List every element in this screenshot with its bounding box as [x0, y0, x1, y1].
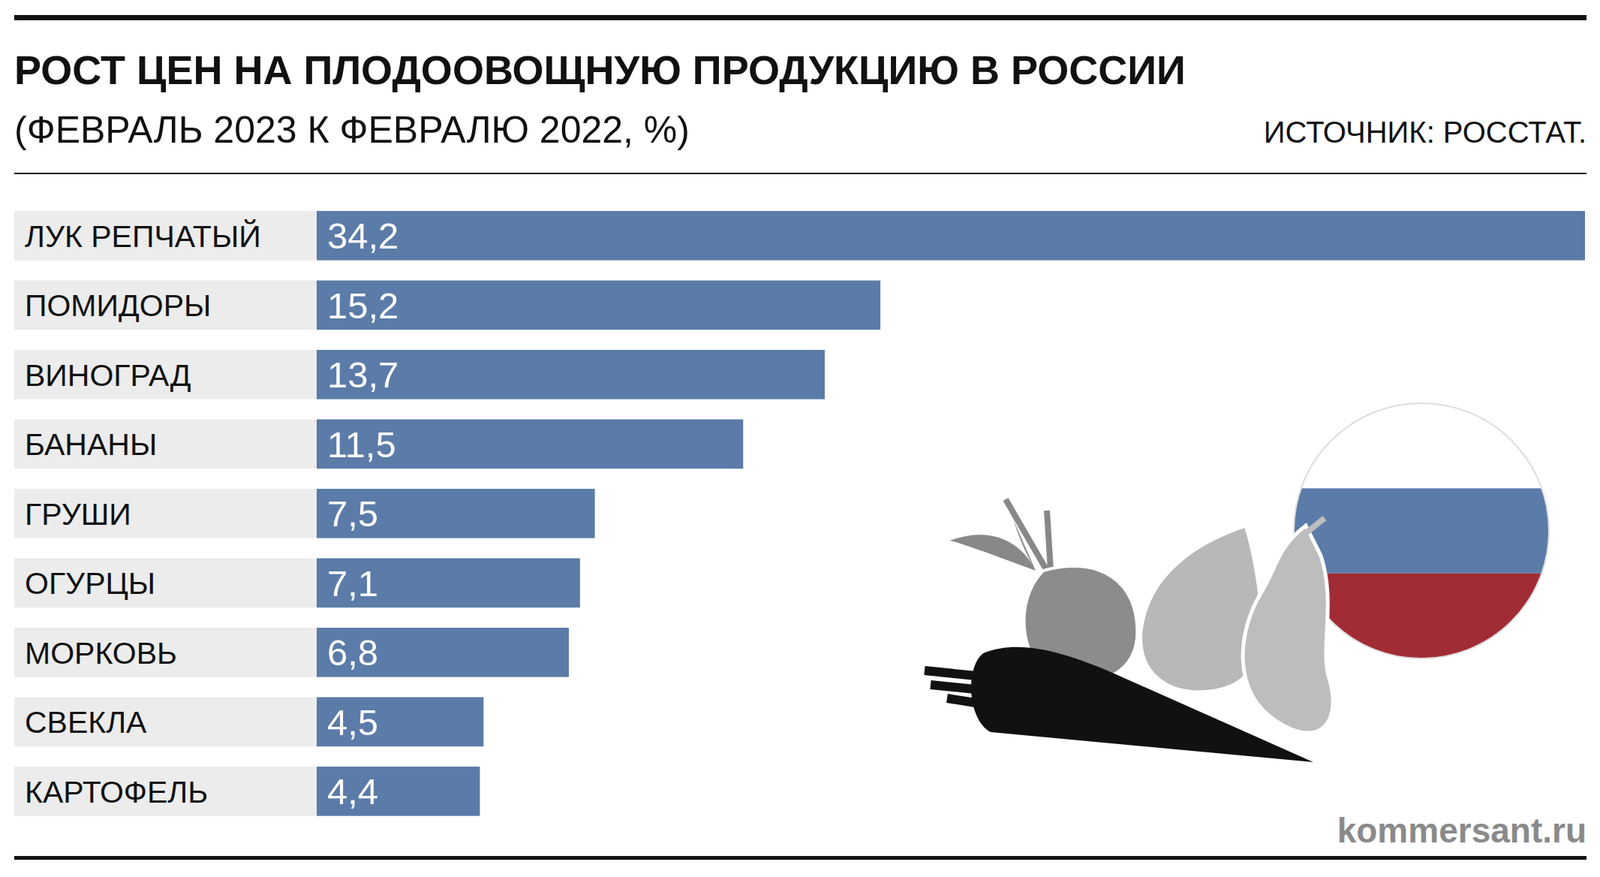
bar — [316, 558, 581, 608]
data-label: 4,5 — [327, 701, 379, 743]
label-band — [14, 488, 317, 539]
category-label: МОРКОВЬ — [24, 635, 178, 671]
carrot-top — [924, 670, 976, 703]
data-label: 15,2 — [327, 285, 399, 326]
beet-stem — [1005, 499, 1051, 571]
flag-outline — [1293, 403, 1549, 659]
category-label: СВЕКЛА — [24, 704, 148, 740]
category-label: ГРУШИ — [24, 496, 132, 532]
carrot — [971, 646, 1314, 762]
data-label: 7,5 — [327, 493, 379, 534]
flag-red — [1293, 573, 1549, 659]
bar — [316, 419, 743, 470]
bar — [316, 210, 1585, 261]
flag-white — [1293, 403, 1549, 488]
data-labels: 34,2 15,2 13,7 11,5 7,5 7,1 6,8 4,5 4,4 — [327, 215, 399, 812]
beet-leaf — [949, 500, 1036, 571]
label-band — [14, 349, 317, 400]
category-labels: ЛУК РЕПЧАТЫЙ ПОМИДОРЫ ВИНОГРАД БАНАНЫ ГРУШИ О… — [14, 210, 317, 816]
label-band — [14, 697, 317, 747]
title: РОСТ ЦЕН НА ПЛОДООВОЩНУЮ ПРОДУКЦИЮ В РОС… — [14, 47, 1186, 93]
label-band — [14, 627, 317, 677]
pear-stem — [1305, 517, 1325, 533]
data-label: 34,2 — [327, 215, 399, 256]
bottom-rule — [14, 855, 1587, 860]
bars — [316, 210, 1585, 816]
category-label: ПОМИДОРЫ — [24, 288, 211, 323]
data-label: 6,8 — [327, 631, 379, 673]
label-band — [14, 558, 317, 608]
source: ИСТОЧНИК: РОССТАТ. — [1263, 115, 1587, 149]
category-label: ВИНОГРАД — [24, 357, 192, 393]
data-label: 7,1 — [327, 562, 379, 604]
bar — [316, 766, 480, 816]
label-band — [14, 419, 317, 470]
category-label: КАРТОФЕЛЬ — [24, 774, 208, 810]
bar — [316, 488, 596, 539]
subtitle: (ФЕВРАЛЬ 2023 К ФЕВРАЛЮ 2022, %) — [14, 108, 690, 151]
flag-blue — [1293, 487, 1549, 573]
label-band — [14, 766, 317, 816]
data-label: 11,5 — [327, 424, 397, 465]
flag — [1293, 403, 1549, 659]
label-band — [14, 210, 317, 261]
category-label: ОГУРЦЫ — [24, 565, 156, 601]
label-band — [14, 280, 317, 331]
chart: РОСТ ЦЕН НА ПЛОДООВОЩНУЮ ПРОДУКЦИЮ В РОС… — [0, 0, 1600, 877]
header-rule — [14, 172, 1587, 175]
bar — [316, 627, 569, 677]
category-label: БАНАНЫ — [24, 427, 157, 462]
data-label: 4,4 — [327, 770, 379, 812]
credit: kommersant.ru — [1337, 810, 1587, 850]
illustration — [924, 403, 1549, 762]
bar — [316, 697, 484, 747]
pear — [1242, 525, 1333, 733]
category-label: ЛУК РЕПЧАТЫЙ — [24, 219, 262, 254]
bar — [316, 280, 881, 331]
bar — [316, 349, 825, 400]
data-label: 13,7 — [327, 354, 399, 395]
top-rule — [14, 15, 1587, 21]
